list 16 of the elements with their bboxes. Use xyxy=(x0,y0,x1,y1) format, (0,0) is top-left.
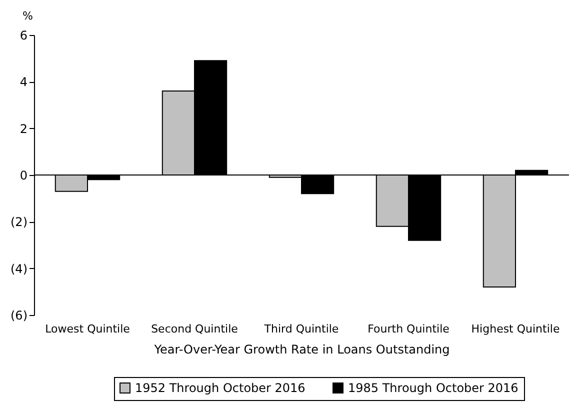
y-axis-title: % xyxy=(22,10,33,22)
x-axis-title: Year-Over-Year Growth Rate in Loans Outstanding xyxy=(153,342,450,356)
x-tick-label: Highest Quintile xyxy=(471,322,560,336)
y-tick-label: 6 xyxy=(20,28,28,42)
y-tick-label: (4) xyxy=(10,262,28,276)
x-tick-label: Third Quintile xyxy=(263,322,339,336)
y-tick-label: 2 xyxy=(20,122,28,136)
y-tick-label: 0 xyxy=(20,168,28,182)
x-tick-label: Second Quintile xyxy=(151,322,238,336)
x-tick-label: Lowest Quintile xyxy=(45,322,130,336)
x-tick-label: Fourth Quintile xyxy=(368,322,450,336)
legend-label: 1952 Through October 2016 xyxy=(135,381,306,395)
legend-label: 1985 Through October 2016 xyxy=(348,381,518,395)
y-tick-label: (2) xyxy=(10,215,28,230)
y-tick-label: 4 xyxy=(20,75,28,90)
y-tick-label: (6) xyxy=(10,308,28,322)
